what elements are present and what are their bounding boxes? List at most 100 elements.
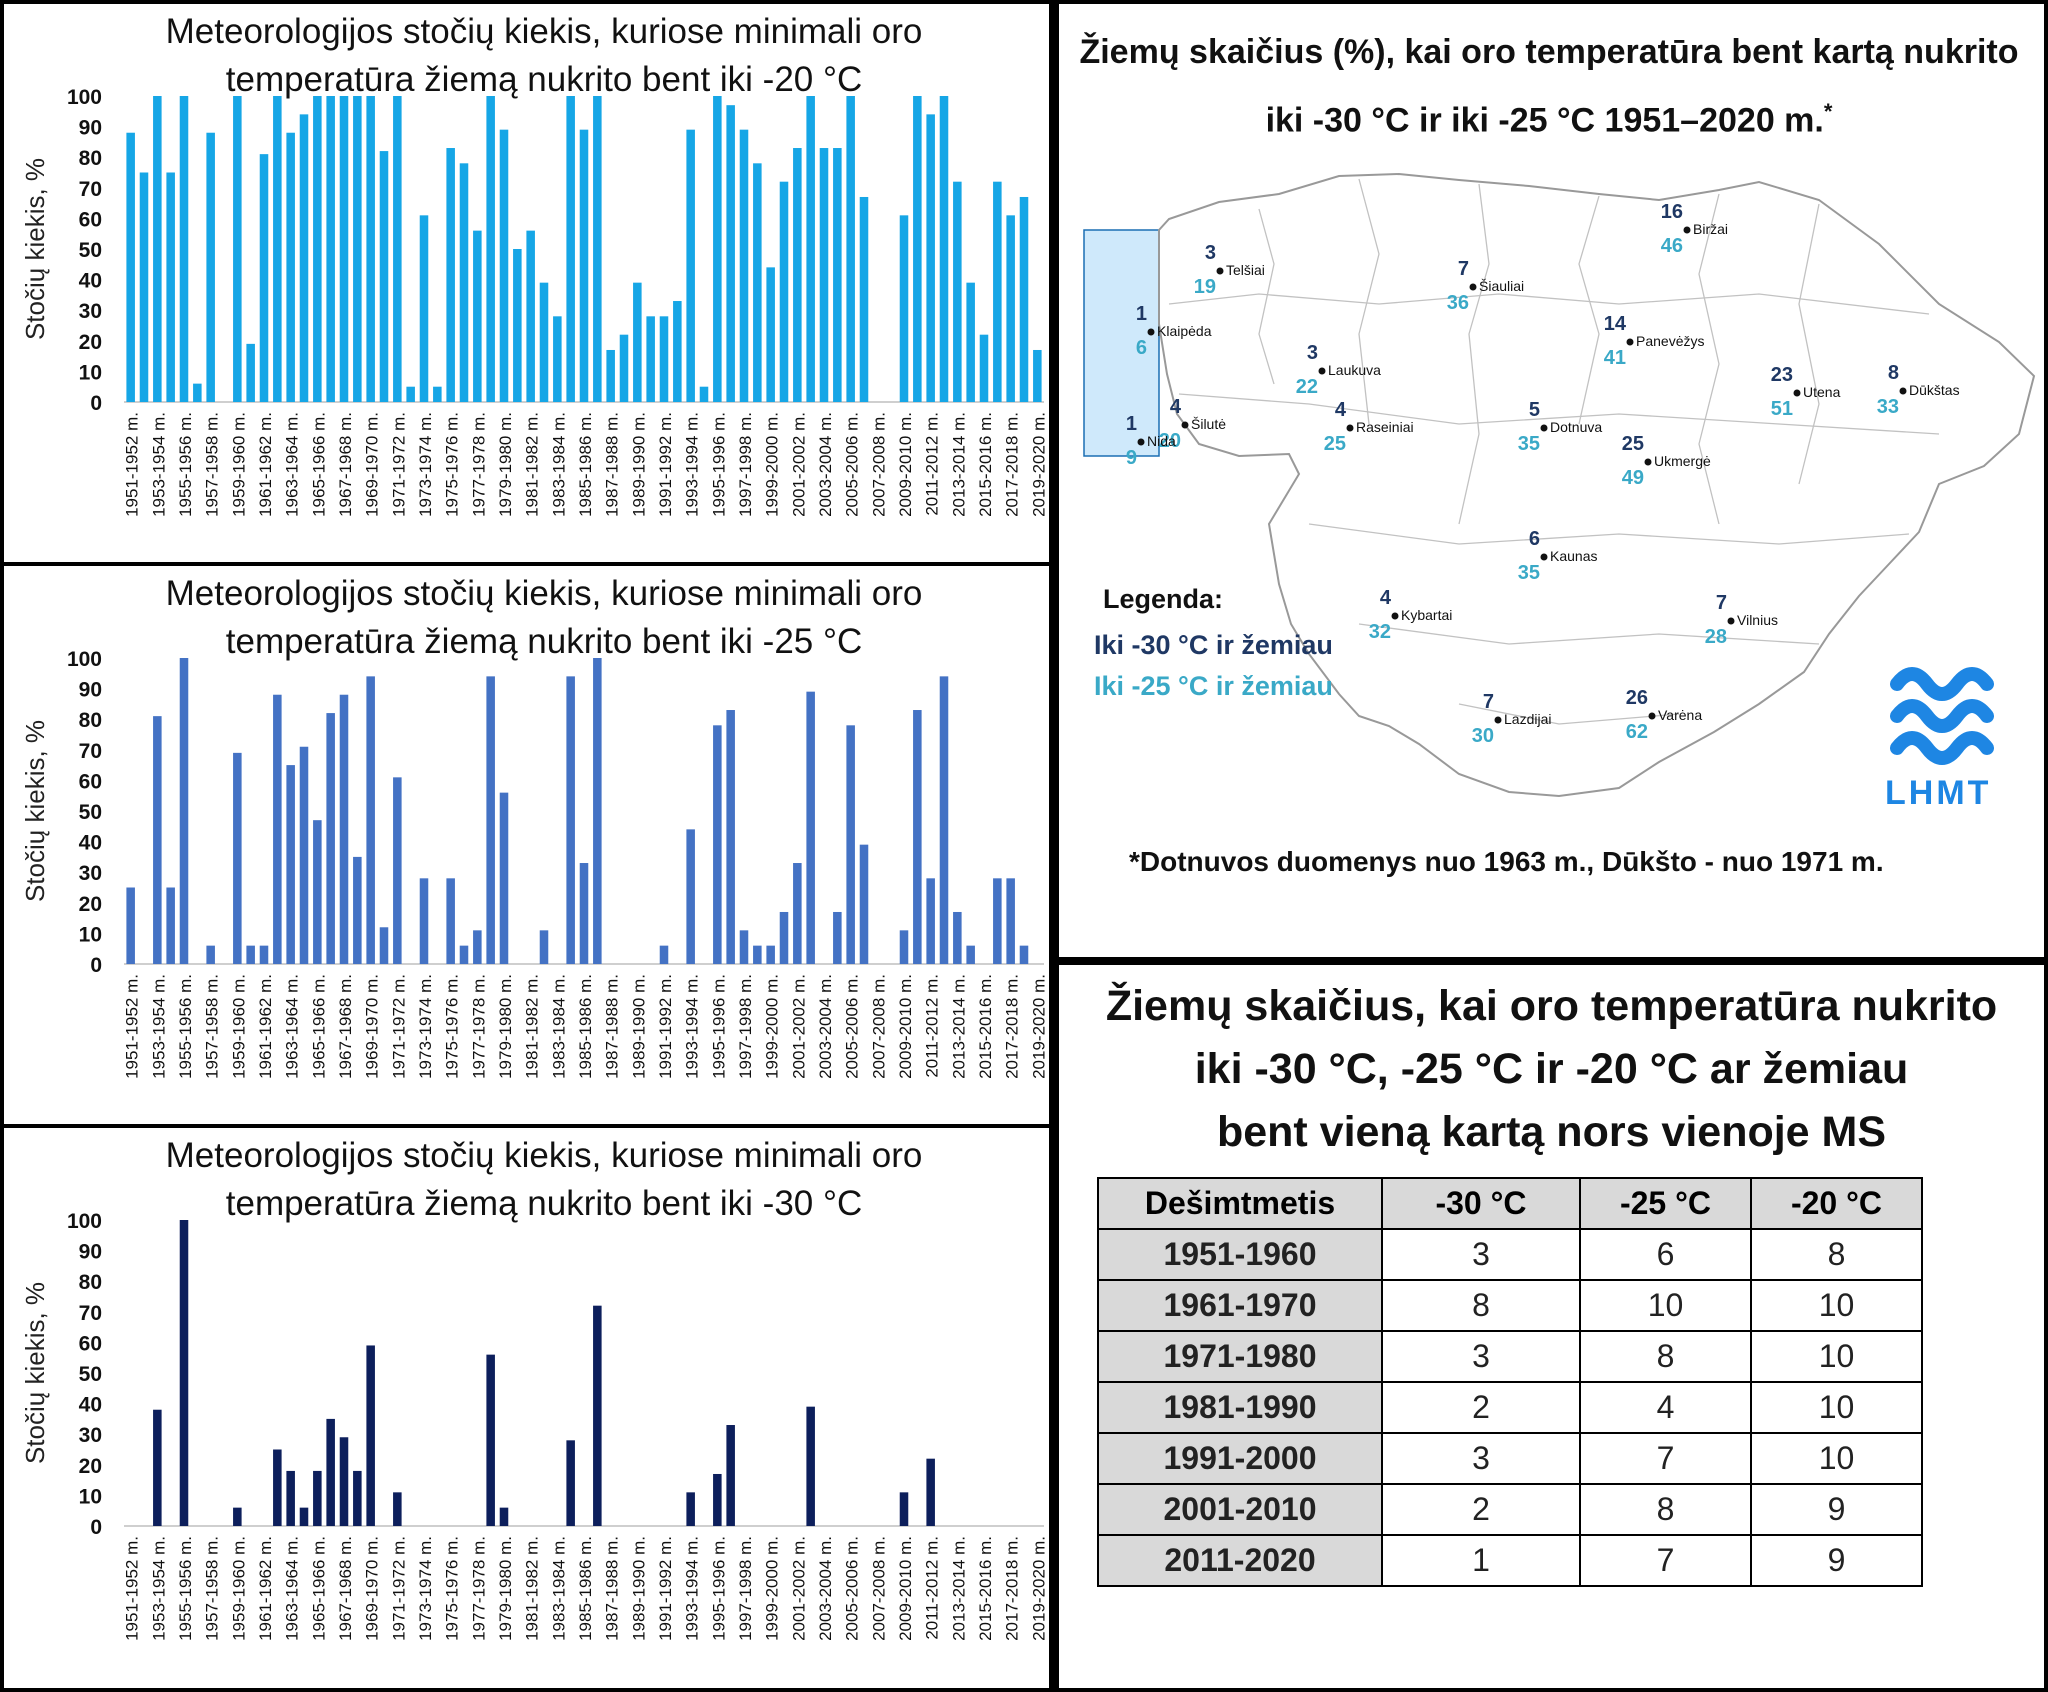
decade-cell: 2011-2020 xyxy=(1097,1534,1383,1587)
station-value-minus25: 32 xyxy=(1369,621,1391,643)
table-panel: Žiemų skaičius, kai oro temperatūra nukr… xyxy=(1059,965,2044,1688)
x-tick-label: 1991-1992 m. xyxy=(656,974,675,1079)
value-cell: 10 xyxy=(1750,1381,1923,1434)
station-value-minus30: 6 xyxy=(1529,528,1540,550)
bar xyxy=(713,96,722,402)
y-tick-label: 60 xyxy=(79,1332,102,1355)
bar xyxy=(539,930,549,964)
station-marker: Laukuva 3 22 xyxy=(1296,342,1381,398)
x-tick-label: 1969-1970 m. xyxy=(363,412,382,517)
x-tick-label: 1985-1986 m. xyxy=(576,1536,595,1641)
station-dot xyxy=(1216,267,1224,275)
map-panel: Žiemų skaičius (%), kai oro temperatūra … xyxy=(1059,4,2044,957)
station-dot xyxy=(1494,716,1502,724)
map-footnote: *Dotnuvos duomenys nuo 1963 m., Dūkšto -… xyxy=(1129,846,1884,877)
x-tick-label: 2003-2004 m. xyxy=(816,412,835,517)
header-minus25: -25 °C xyxy=(1579,1177,1752,1230)
station-value-minus30: 3 xyxy=(1205,242,1216,264)
y-tick-label: 10 xyxy=(79,923,102,946)
x-tick-label: 2017-2018 m. xyxy=(1003,412,1022,517)
bar xyxy=(486,96,495,402)
x-tick-label: 1957-1958 m. xyxy=(203,412,222,517)
bar xyxy=(659,316,669,402)
x-tick-label: 1957-1958 m. xyxy=(203,1536,222,1641)
x-tick-label: 1971-1972 m. xyxy=(389,1536,408,1641)
bar xyxy=(966,945,975,964)
station-value-minus25: 35 xyxy=(1518,433,1540,455)
bar xyxy=(1019,196,1029,402)
x-tick-label: 1957-1958 m. xyxy=(203,974,222,1079)
y-tick-label: 60 xyxy=(79,208,102,231)
station-name: Vilnius xyxy=(1737,612,1778,628)
station-value-minus30: 26 xyxy=(1626,687,1648,709)
station-marker: Dūkštas 8 33 xyxy=(1877,362,1960,418)
bar xyxy=(686,1492,695,1526)
y-tick-label: 60 xyxy=(79,770,102,793)
bar xyxy=(593,96,602,402)
bar xyxy=(926,878,935,964)
station-value-minus25: 19 xyxy=(1194,276,1216,298)
station-value-minus25: 36 xyxy=(1447,292,1469,314)
table-row: 1971-1980 3 8 10 xyxy=(1097,1330,1923,1383)
value-cell: 7 xyxy=(1579,1534,1752,1587)
station-name: Utena xyxy=(1803,384,1841,400)
y-tick-label: 80 xyxy=(79,147,102,170)
station-marker: Telšiai 3 19 xyxy=(1194,242,1265,298)
x-tick-label: 2001-2002 m. xyxy=(789,974,808,1079)
x-tick-label: 1951-1952 m. xyxy=(123,1536,142,1641)
bar xyxy=(913,96,922,402)
chart-title: Meteorologijos stočių kiekis, kuriose mi… xyxy=(165,574,923,661)
value-cell: 3 xyxy=(1381,1228,1581,1281)
bar xyxy=(206,132,215,402)
bar xyxy=(1006,215,1015,402)
bar xyxy=(499,129,509,402)
decade-cell: 1991-2000 xyxy=(1097,1432,1383,1485)
bar xyxy=(673,301,682,402)
station-value-minus30: 16 xyxy=(1661,201,1683,223)
bar xyxy=(926,114,935,403)
station-dot xyxy=(1540,553,1548,561)
bar xyxy=(939,676,949,964)
station-dot xyxy=(1626,338,1634,346)
station-marker: Panevėžys 14 41 xyxy=(1604,313,1705,369)
value-cell: 2 xyxy=(1381,1381,1581,1434)
decade-cell: 1951-1960 xyxy=(1097,1228,1383,1281)
bar xyxy=(326,96,335,402)
bar xyxy=(233,96,242,402)
bar xyxy=(553,316,562,402)
y-tick-label: 80 xyxy=(79,1271,102,1294)
table-row: 2001-2010 2 8 9 xyxy=(1097,1483,1923,1536)
bar xyxy=(419,878,429,964)
y-tick-label: 100 xyxy=(67,1210,102,1233)
x-tick-label: 1967-1968 m. xyxy=(336,974,355,1079)
value-cell: 8 xyxy=(1579,1483,1752,1536)
x-tick-label: 1995-1996 m. xyxy=(709,412,728,517)
bar xyxy=(593,1305,602,1526)
station-value-minus30: 3 xyxy=(1307,342,1318,364)
bar xyxy=(513,249,522,402)
station-marker: Dotnuva 5 35 xyxy=(1518,399,1603,455)
decade-cell: 2001-2010 xyxy=(1097,1483,1383,1536)
x-tick-label: 1975-1976 m. xyxy=(443,1536,462,1641)
bar xyxy=(473,930,482,964)
bar xyxy=(366,1345,375,1526)
bar xyxy=(926,1458,935,1526)
bar xyxy=(246,343,255,402)
x-tick-label: 2005-2006 m. xyxy=(843,1536,862,1641)
station-value-minus25: 9 xyxy=(1126,447,1137,469)
bar xyxy=(259,945,269,964)
x-tick-label: 1981-1982 m. xyxy=(523,412,542,517)
x-tick-label: 1989-1990 m. xyxy=(629,974,648,1079)
bar xyxy=(526,230,535,402)
bar xyxy=(446,148,455,402)
value-cell: 4 xyxy=(1579,1381,1752,1434)
bar xyxy=(819,148,829,402)
x-tick-label: 1977-1978 m. xyxy=(469,412,488,517)
bar xyxy=(379,927,389,964)
station-value-minus25: 46 xyxy=(1661,235,1683,257)
bar xyxy=(313,96,322,402)
x-tick-label: 1961-1962 m. xyxy=(256,1536,275,1641)
x-tick-label: 1959-1960 m. xyxy=(229,1536,248,1641)
bar xyxy=(419,215,429,402)
bar xyxy=(313,820,322,964)
